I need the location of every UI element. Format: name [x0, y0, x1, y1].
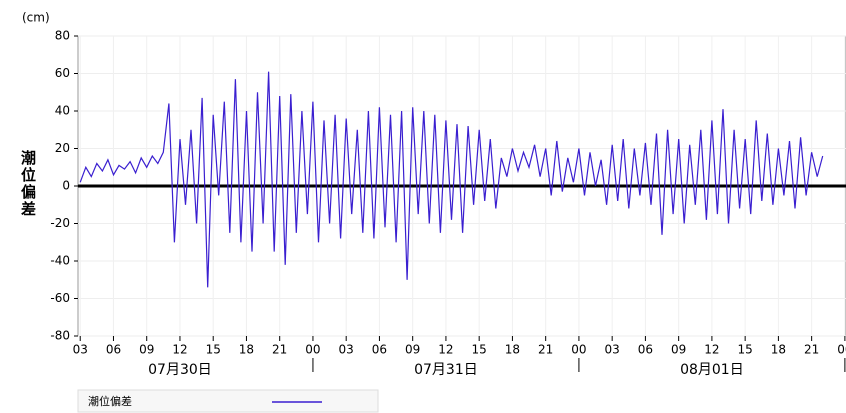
x-tick-label: 18: [239, 343, 254, 357]
x-tick-label: 06: [638, 343, 653, 357]
y-tick-label: -40: [50, 254, 70, 268]
x-tick-label: 09: [139, 343, 154, 357]
x-tick-label: 12: [172, 343, 187, 357]
y-tick-label: 60: [55, 66, 70, 80]
y-tick-label: -60: [50, 291, 70, 305]
y-axis-label: 潮位偏差: [19, 150, 37, 218]
y-tick-label: -20: [50, 216, 70, 230]
y-tick-label: -80: [50, 329, 70, 343]
x-tick-label: 03: [339, 343, 354, 357]
x-tick-label: 03: [73, 343, 88, 357]
x-tick-label: 00: [305, 343, 320, 357]
y-tick-label: 80: [55, 29, 70, 43]
x-tick-label: 06: [372, 343, 387, 357]
x-tick-label: 00: [571, 343, 586, 357]
legend-box: [77, 389, 379, 413]
x-tick-label: 18: [771, 343, 786, 357]
x-tick-label: 15: [738, 343, 753, 357]
series-line: [79, 71, 824, 288]
y-tick-label: 40: [55, 104, 70, 118]
date-label: 07月31日: [414, 362, 478, 378]
x-tick-label: 21: [804, 343, 819, 357]
y-tick-label: 20: [55, 141, 70, 155]
y-tick-label: 0: [62, 179, 70, 193]
x-tick-label: 00: [837, 343, 846, 357]
x-tick-label: 21: [272, 343, 287, 357]
x-tick-label: 15: [472, 343, 487, 357]
legend-label: 潮位偏差: [88, 394, 132, 408]
date-label: 08月01日: [680, 362, 744, 378]
date-label: 07月30日: [148, 362, 212, 378]
x-tick-label: 06: [106, 343, 121, 357]
x-tick-label: 21: [538, 343, 553, 357]
x-tick-label: 03: [605, 343, 620, 357]
x-tick-label: 12: [438, 343, 453, 357]
x-tick-label: 09: [671, 343, 686, 357]
x-tick-label: 18: [505, 343, 520, 357]
y-unit: (cm): [22, 11, 50, 25]
x-tick-label: 09: [405, 343, 420, 357]
x-tick-label: 15: [206, 343, 221, 357]
x-tick-label: 12: [704, 343, 719, 357]
